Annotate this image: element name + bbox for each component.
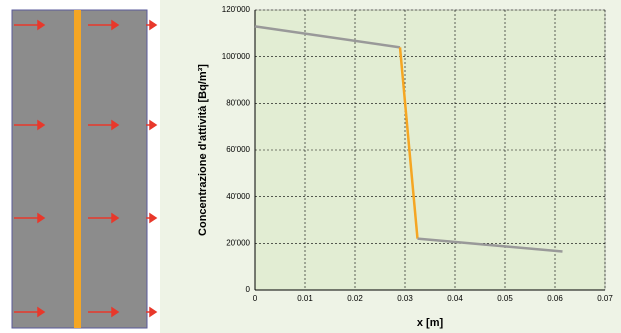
series-line xyxy=(254,25,401,49)
wall-diagram xyxy=(11,9,158,329)
x-axis-title: x [m] xyxy=(417,317,444,329)
x-tick-label: 0 xyxy=(253,294,258,303)
y-tick-label: 60'000 xyxy=(226,145,250,154)
x-tick-label: 0.02 xyxy=(347,294,363,303)
arrow-row xyxy=(14,212,158,224)
y-tick-label: 80'000 xyxy=(226,98,250,107)
x-tick-label: 0.05 xyxy=(497,294,513,303)
arrow-row xyxy=(14,119,158,131)
x-tick-label: 0.04 xyxy=(447,294,463,303)
y-tick-label: 120'000 xyxy=(222,5,251,14)
layer xyxy=(74,10,81,328)
arrow-row xyxy=(14,306,158,318)
y-axis-title: Concentrazione d'attività [Bq/m³] xyxy=(197,64,209,236)
series-line xyxy=(417,237,563,253)
x-tick-label: 0.03 xyxy=(397,294,413,303)
y-tick-label: 40'000 xyxy=(226,192,250,201)
y-tick-label: 0 xyxy=(246,285,251,294)
x-tick-label: 0.06 xyxy=(547,294,563,303)
x-tick-label: 0.07 xyxy=(597,294,613,303)
series-line xyxy=(398,47,419,239)
arrows xyxy=(14,19,158,318)
y-tick-label: 20'000 xyxy=(226,238,250,247)
arrow-row xyxy=(14,19,158,31)
y-tick-label: 100'000 xyxy=(222,52,251,61)
plot-area xyxy=(254,9,606,291)
x-tick-label: 0.01 xyxy=(297,294,313,303)
